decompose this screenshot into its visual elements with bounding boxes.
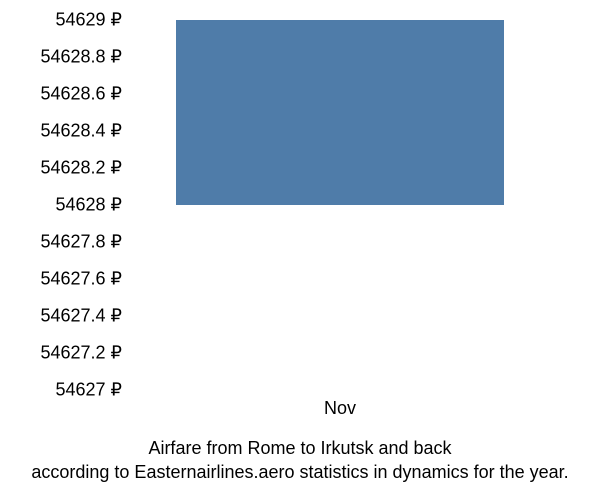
y-tick-label: 54628 ₽ xyxy=(55,195,122,216)
y-tick-label: 54627 ₽ xyxy=(55,380,122,401)
y-tick-label: 54629 ₽ xyxy=(55,10,122,31)
y-tick-label: 54628.2 ₽ xyxy=(40,158,122,179)
y-tick-label: 54627.8 ₽ xyxy=(40,232,122,253)
x-tick-label: Nov xyxy=(324,398,356,419)
y-tick-label: 54628.8 ₽ xyxy=(40,47,122,68)
y-tick-label: 54627.2 ₽ xyxy=(40,343,122,364)
y-tick-label: 54628.6 ₽ xyxy=(40,84,122,105)
y-tick-label: 54628.4 ₽ xyxy=(40,121,122,142)
bar xyxy=(176,20,504,205)
chart-caption-line2: according to Easternairlines.aero statis… xyxy=(0,462,600,483)
y-tick-label: 54627.4 ₽ xyxy=(40,306,122,327)
airfare-bar-chart: 54629 ₽ 54628.8 ₽ 54628.6 ₽ 54628.4 ₽ 54628.… xyxy=(0,0,600,500)
y-tick-label: 54627.6 ₽ xyxy=(40,269,122,290)
chart-caption-line1: Airfare from Rome to Irkutsk and back xyxy=(0,438,600,459)
